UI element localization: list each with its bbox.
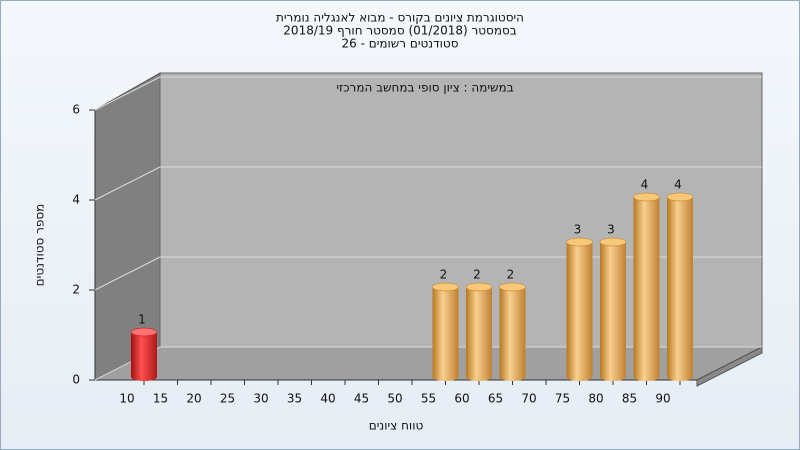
chart-subtitle: במשימה : ציון סופי במחשב המרכזי xyxy=(336,81,513,95)
x-tick-label: 20 xyxy=(186,392,201,406)
x-tick-label: 80 xyxy=(588,392,603,406)
x-tick-label: 30 xyxy=(253,392,268,406)
chart-title: בסמסטר (01/2018) סמסטר חורף 2018/19 xyxy=(283,24,516,38)
chart-title: היסטוגרמת ציונים בקורס - מבוא לאנגליה נו… xyxy=(276,11,524,25)
x-tick-label: 90 xyxy=(655,392,670,406)
bar xyxy=(667,197,693,377)
bar-bottom xyxy=(499,373,526,381)
bar-bottom xyxy=(432,373,459,381)
x-tick-label: 50 xyxy=(387,392,402,406)
bar-top xyxy=(666,192,694,202)
bar-top xyxy=(465,282,493,292)
bar-top xyxy=(499,282,526,292)
bar xyxy=(466,287,492,377)
x-tick-label: 25 xyxy=(220,392,235,406)
bar xyxy=(566,242,593,377)
chart-title: סטודנטים רשומים - 26 xyxy=(341,37,458,51)
floor xyxy=(94,346,763,381)
bar-bottom xyxy=(566,373,593,381)
grid-line xyxy=(94,76,161,111)
bar xyxy=(600,242,626,377)
bar-bottom xyxy=(633,373,660,381)
x-tick-label: 15 xyxy=(153,392,168,406)
bar-top xyxy=(130,327,158,337)
bar-bottom xyxy=(131,373,157,381)
x-tick-label: 45 xyxy=(354,392,369,406)
bar xyxy=(432,287,459,377)
data-label: 4 xyxy=(674,178,682,192)
x-tick-label: 10 xyxy=(119,392,134,406)
bar-top xyxy=(599,237,627,247)
y-tick-label: 2 xyxy=(72,283,80,297)
bar-bottom xyxy=(466,373,492,381)
bar-bottom xyxy=(600,373,626,381)
bar-bottom xyxy=(667,373,693,381)
x-axis-label: טווח ציונים xyxy=(369,419,424,433)
x-tick-label: 65 xyxy=(488,392,503,406)
x-tick-label: 85 xyxy=(622,392,637,406)
data-label: 3 xyxy=(574,223,582,237)
bar xyxy=(499,287,526,377)
x-tick-label: 75 xyxy=(555,392,570,406)
floor-edge xyxy=(696,346,763,387)
grid-line xyxy=(94,166,161,201)
data-label: 2 xyxy=(473,268,481,282)
y-tick-label: 4 xyxy=(72,193,80,207)
x-tick-label: 35 xyxy=(287,392,302,406)
x-tick-label: 40 xyxy=(320,392,335,406)
y-tick-label: 6 xyxy=(72,103,80,117)
bar xyxy=(633,197,660,377)
bar xyxy=(131,332,157,377)
x-tick-label: 60 xyxy=(454,392,469,406)
data-label: 4 xyxy=(641,178,649,192)
data-label: 3 xyxy=(607,223,615,237)
bar-top xyxy=(566,237,593,247)
grid-line xyxy=(94,256,161,291)
y-axis-label: מספר סטודנטים xyxy=(33,204,47,287)
data-label: 2 xyxy=(507,268,515,282)
x-tick-label: 70 xyxy=(521,392,536,406)
data-label: 2 xyxy=(440,268,448,282)
y-tick-label: 0 xyxy=(72,373,80,387)
data-label: 1 xyxy=(138,313,146,327)
x-tick-label: 55 xyxy=(421,392,436,406)
bar-top xyxy=(432,282,459,292)
bar-top xyxy=(633,192,660,202)
